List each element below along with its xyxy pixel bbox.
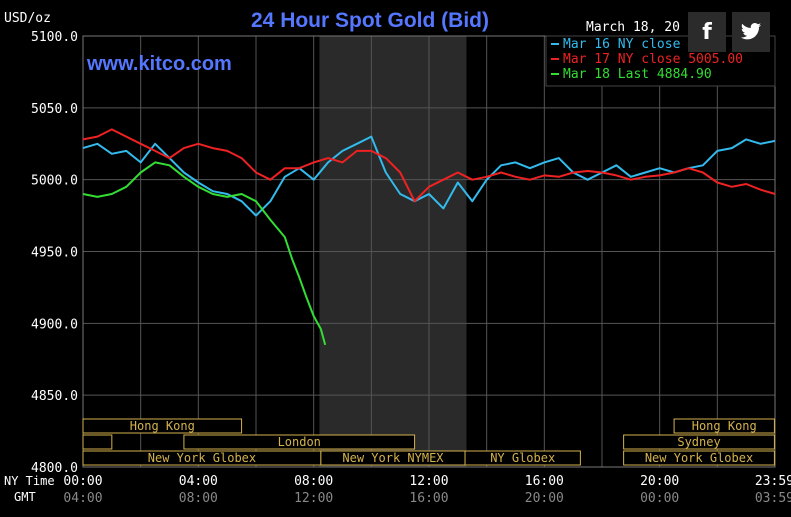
series-line — [82, 161, 327, 346]
unit-label: USD/oz — [4, 11, 51, 26]
twitter-icon[interactable] — [732, 12, 770, 52]
session-box — [183, 434, 416, 450]
session-box — [82, 418, 243, 434]
session-box — [673, 418, 775, 434]
series-line — [82, 128, 776, 203]
series-line — [82, 135, 776, 217]
y-tick-label: 4800.0 — [31, 461, 78, 476]
legend-entry: Mar 16 NY close — [563, 37, 681, 52]
y-tick-label: 5050.0 — [31, 102, 78, 117]
session-box — [623, 450, 775, 466]
x-tick-label-gmt: 20:00 — [525, 491, 564, 506]
x-tick-label-gmt: 03:59 — [755, 491, 791, 506]
gmt-label: GMT — [14, 490, 36, 504]
y-tick-label: 4900.0 — [31, 317, 78, 332]
plot-border — [82, 35, 776, 468]
session-label: New York Globex — [645, 451, 753, 465]
session-label: Hong Kong — [692, 419, 757, 433]
x-tick-label-ny: 12:00 — [409, 474, 448, 489]
x-tick-label-gmt: 08:00 — [179, 491, 218, 506]
session-label: New York Globex — [148, 451, 256, 465]
session-box — [464, 450, 581, 466]
x-tick-label-gmt: 12:00 — [294, 491, 333, 506]
facebook-icon[interactable]: f — [688, 12, 726, 52]
y-tick-label: 5100.0 — [31, 30, 78, 45]
session-label: Sydney — [677, 435, 720, 449]
x-tick-label-ny: 16:00 — [525, 474, 564, 489]
session-box — [82, 434, 113, 450]
legend-entry: Mar 17 NY close 5005.00 — [563, 52, 743, 67]
twitter-bird-icon — [740, 23, 762, 40]
grid — [82, 35, 776, 468]
series-lines — [82, 128, 776, 346]
y-tick-label: 5000.0 — [31, 174, 78, 189]
x-tick-label-gmt: 04:00 — [63, 491, 102, 506]
x-tick-label-ny: 23:59 — [755, 474, 791, 489]
y-tick-label: 4850.0 — [31, 389, 78, 404]
chart-title: 24 Hour Spot Gold (Bid) — [251, 9, 489, 32]
session-label: London — [278, 435, 321, 449]
date-label: March 18, 20 — [586, 20, 680, 35]
x-tick-label-ny: 08:00 — [294, 474, 333, 489]
session-label: NY Globex — [490, 451, 555, 465]
x-tick-label-ny: 20:00 — [640, 474, 679, 489]
ny-time-label: NY Time — [4, 474, 55, 488]
session-label: Hong Kong — [130, 419, 195, 433]
axes: 5100.0 5050.0 5000.0 4950.0 4900.0 4850.0 4800… — [4, 30, 791, 506]
legend-entry: Mar 18 Last 4884.90 — [563, 67, 712, 82]
y-tick-label: 4950.0 — [31, 246, 78, 261]
x-tick-label-gmt: 16:00 — [409, 491, 448, 506]
sessions: Hong Kong London New York Globex New York N… — [82, 418, 775, 466]
watermark: www.kitco.com — [86, 53, 232, 75]
x-tick-label-ny: 00:00 — [63, 474, 102, 489]
x-tick-label-gmt: 00:00 — [640, 491, 679, 506]
session-label: New York NYMEX — [342, 451, 444, 465]
session-box — [623, 434, 775, 450]
x-tick-label-ny: 04:00 — [179, 474, 218, 489]
